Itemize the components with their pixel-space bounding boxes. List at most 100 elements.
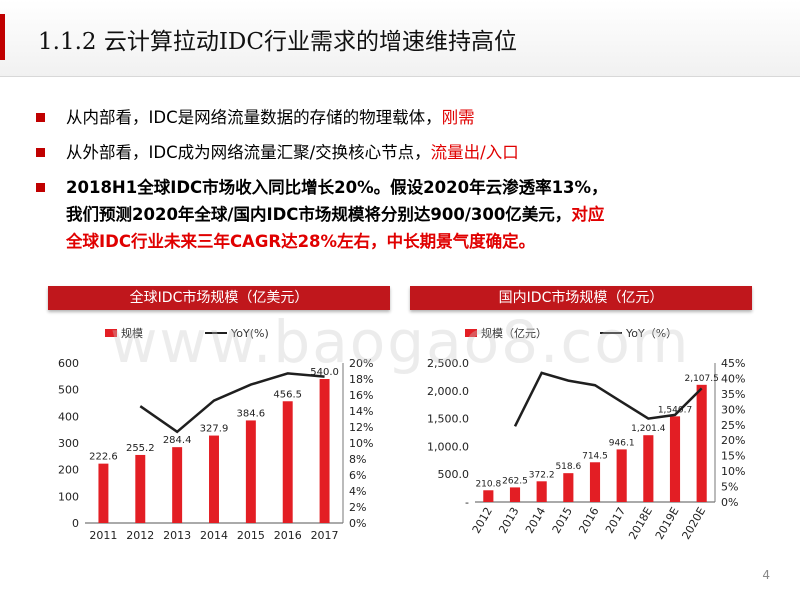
bar [172, 447, 183, 523]
bar-value-label: 518.6 [555, 462, 581, 472]
bar [98, 463, 109, 523]
y-right-tick-label: 12% [349, 421, 373, 434]
bullet-list: 从内部看，IDC是网络流量数据的存储的物理载体，刚需 从外部看，IDC成为网络流… [36, 104, 776, 263]
legend-swatch-bar [105, 329, 117, 337]
bar-value-label: 262.5 [502, 476, 528, 486]
bullet-text: 从内部看，IDC是网络流量数据的存储的物理载体， [66, 108, 442, 127]
bullet-highlight: 全球IDC行业未来三年CAGR达28%左右，中长期景气度确定。 [66, 232, 536, 251]
legend-label: 规模 [121, 326, 143, 340]
y-left-tick-label: - [465, 496, 469, 509]
x-tick-label: 2019E [653, 505, 682, 542]
y-right-tick-label: 16% [349, 389, 373, 402]
x-tick-label: 2015 [550, 505, 575, 536]
y-left-tick-label: 200 [58, 464, 79, 477]
bullet-text: 2018H1全球IDC市场收入同比增长20%。假设2020年云渗透率13%， [66, 178, 608, 197]
y-right-tick-label: 6% [349, 469, 366, 482]
bullet-marker-icon [36, 148, 45, 157]
x-tick-label: 2016 [274, 529, 302, 542]
bullet-text: 我们预测2020年全球/国内IDC市场规模将分别达900/300亿美元，对应 [66, 201, 776, 228]
legend-label: 规模（亿元） [481, 326, 547, 340]
y-right-tick-label: 2% [349, 501, 366, 514]
chart-banner-domestic: 国内IDC市场规模（亿元） [410, 286, 752, 310]
bar [536, 481, 547, 502]
bar-value-label: 1,201.4 [631, 424, 666, 434]
x-tick-label: 2011 [89, 529, 117, 542]
x-tick-label: 2016 [576, 505, 601, 536]
x-tick-label: 2012 [470, 505, 495, 536]
title-bar: 1.1.2 云计算拉动IDC行业需求的增速维持高位 [0, 0, 800, 77]
y-left-tick-label: 300 [58, 437, 79, 450]
global-idc-chart: 规模 YoY(%) 0 100 200 300 400 500 600 0% 2% 4% 6% 8% 10%… [58, 326, 373, 542]
y-right-tick-label: 20% [349, 357, 373, 370]
bar-value-label: 714.5 [582, 451, 608, 461]
title-accent-bar [0, 14, 5, 60]
legend-swatch-bar [465, 329, 477, 337]
y-right-tick-label: 15% [721, 450, 745, 463]
x-tick-label: 2018E [626, 505, 655, 542]
bullet-highlight: 流量出/入口 [430, 143, 519, 162]
x-tick-label: 2020E [680, 505, 709, 542]
x-tick-label: 2017 [603, 505, 628, 536]
y-left-tick-label: 500 [58, 384, 79, 397]
bar [245, 420, 256, 523]
y-left-tick-label: 1,000.0 [427, 440, 469, 453]
legend-label: YoY（%） [625, 327, 677, 340]
y-right-tick-label: 20% [721, 434, 745, 447]
bar [135, 454, 146, 523]
bar-value-label: 384.6 [237, 408, 266, 419]
bar-value-label: 456.5 [273, 389, 302, 400]
y-left-tick-label: 2,500.0 [427, 357, 469, 370]
page-number: 4 [762, 568, 770, 582]
y-left-tick-label: 2,000.0 [427, 385, 469, 398]
bullet-highlight: 刚需 [441, 108, 475, 127]
chart-banner-global: 全球IDC市场规模（亿美元） [48, 286, 390, 310]
bar-value-label: 255.2 [126, 443, 155, 454]
y-left-tick-label: 400 [58, 410, 79, 423]
bar-value-label: 210.8 [475, 479, 501, 489]
bullet-item: 2018H1全球IDC市场收入同比增长20%。假设2020年云渗透率13%， 我… [36, 174, 776, 255]
domestic-idc-chart: 规模（亿元） YoY（%） - 500.0 1,000.0 1,500.0 2,000.0 2… [427, 326, 745, 542]
y-right-tick-label: 40% [721, 372, 745, 385]
bar-value-label: 284.4 [163, 435, 192, 446]
bullet-item: 从内部看，IDC是网络流量数据的存储的物理载体，刚需 [36, 104, 776, 131]
legend-label: YoY(%) [230, 327, 269, 340]
bar [589, 462, 601, 502]
y-right-tick-label: 8% [349, 453, 366, 466]
bar-value-label: 1,540.7 [658, 405, 692, 415]
bar [483, 490, 494, 502]
x-tick-label: 2015 [237, 529, 265, 542]
y-right-tick-label: 5% [721, 481, 738, 494]
bullet-text: 从外部看，IDC成为网络流量汇聚/交换核心节点， [66, 143, 431, 162]
bar [643, 435, 654, 502]
bar-value-label: 372.2 [529, 470, 555, 480]
yoy-line [139, 372, 325, 434]
bar [563, 473, 574, 502]
bar [319, 379, 330, 523]
y-right-tick-label: 30% [721, 403, 745, 416]
slide-title: 1.1.2 云计算拉动IDC行业需求的增速维持高位 [38, 29, 517, 55]
bullet-marker-icon [36, 113, 45, 122]
bullet-highlight: 对应 [571, 205, 605, 224]
y-right-tick-label: 0% [721, 496, 738, 509]
bullet-item: 从外部看，IDC成为网络流量汇聚/交换核心节点，流量出/入口 [36, 139, 776, 166]
bar [282, 401, 293, 523]
bar [509, 487, 521, 502]
bar-value-label: 2,107.5 [684, 374, 718, 384]
y-right-tick-label: 10% [349, 437, 373, 450]
bar [696, 384, 707, 502]
bar-value-label: 327.9 [200, 424, 229, 435]
bar [669, 416, 681, 502]
y-right-tick-label: 10% [721, 465, 745, 478]
bar-value-label: 540.0 [310, 367, 339, 378]
y-left-tick-label: 500.0 [438, 468, 470, 481]
y-right-tick-label: 18% [349, 373, 373, 386]
x-tick-label: 2014 [523, 505, 548, 536]
y-right-tick-label: 45% [721, 357, 745, 370]
y-right-tick-label: 4% [349, 485, 366, 498]
x-tick-label: 2017 [311, 529, 339, 542]
x-tick-label: 2014 [200, 529, 228, 542]
yoy-line [513, 371, 703, 427]
bullet-text-part: 我们预测2020年全球/国内IDC市场规模将分别达900/300亿美元， [66, 205, 572, 224]
y-right-tick-label: 35% [721, 388, 745, 401]
x-tick-label: 2013 [496, 505, 521, 536]
